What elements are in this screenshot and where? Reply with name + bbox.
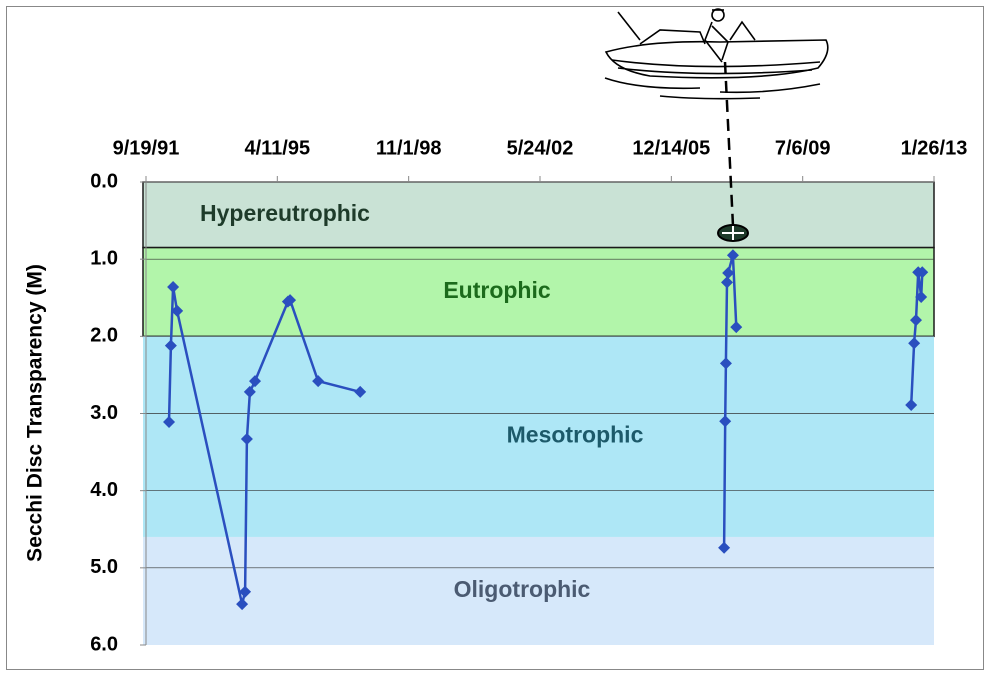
y-tick-label: 2.0 (90, 325, 118, 347)
zone-label: Oligotrophic (454, 576, 591, 602)
y-tick-label: 4.0 (90, 479, 118, 501)
x-tick-label: 4/11/95 (244, 137, 310, 159)
y-tick-label: 0.0 (90, 170, 118, 192)
zone-label: Mesotrophic (507, 422, 644, 448)
y-tick-label: 6.0 (90, 633, 118, 655)
x-tick-label: 9/19/91 (113, 137, 180, 159)
x-tick-label: 5/24/02 (507, 137, 574, 159)
zone-label: Eutrophic (443, 277, 551, 303)
y-tick-label: 5.0 (90, 556, 118, 578)
y-tick-label: 3.0 (90, 402, 118, 424)
y-tick-label: 1.0 (90, 247, 118, 269)
zone-label: Hypereutrophic (200, 200, 370, 226)
y-axis-title: Secchi Disc Transparency (M) (24, 264, 47, 562)
x-tick-label: 12/14/05 (632, 137, 710, 159)
chart: Hypereutrophic Eutrophic Mesotrophic Oligot… (0, 0, 990, 676)
x-tick-label: 11/1/98 (376, 137, 442, 159)
x-tick-label: 7/6/09 (775, 137, 831, 159)
x-tick-label: 1/26/13 (901, 137, 968, 159)
